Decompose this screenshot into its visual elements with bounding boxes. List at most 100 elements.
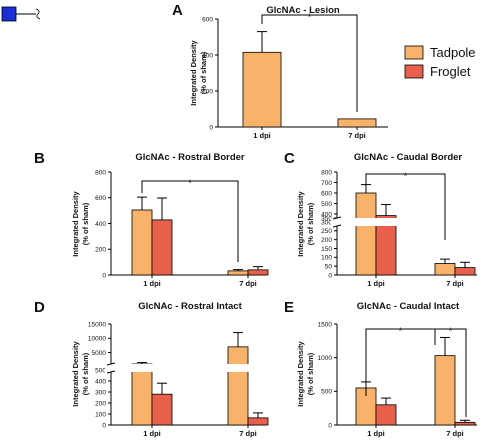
y-axis-label: Integrated Density(% of sham) (71, 190, 90, 256)
y-tick-label: 150 (321, 246, 332, 253)
y-tick-label: 500 (95, 367, 106, 374)
chart-title: GlcNAc - Rostral Border (135, 152, 245, 163)
bar-froglet (151, 219, 173, 276)
axis-break-mark (106, 370, 116, 374)
significance-star: * (404, 171, 408, 181)
bar-froglet (151, 393, 173, 426)
glycan-square-glcnac-icon (1, 6, 41, 22)
axis-break-gap (105, 364, 266, 372)
y-tick-label: 200 (202, 88, 213, 95)
y-tick-label: 400 (95, 378, 106, 385)
significance-bracket (141, 180, 239, 262)
significance-bracket (435, 328, 467, 417)
y-tick-label: 600 (202, 16, 213, 23)
chart-title: GlcNAc - Lesion (266, 5, 340, 16)
y-tick-label: 250 (321, 228, 332, 235)
y-tick-label: 600 (321, 190, 332, 197)
y-tick-label: 300 (321, 219, 332, 226)
legend-swatch-froglet (404, 64, 424, 79)
y-axis-label: Integrated Density(% of sham) (296, 340, 315, 406)
panel-letter: B (34, 150, 45, 167)
y-tick-label: 300 (95, 389, 106, 396)
bar-tadpole (434, 263, 456, 276)
x-tick-label: 7 dpi (446, 279, 464, 288)
bar-froglet (247, 417, 269, 426)
bar-tadpole (355, 192, 377, 276)
y-tick-label: 500 (321, 201, 332, 208)
panel-e: E GlcNAc - Caudal Intact Integrated Densit… (284, 299, 477, 438)
y-tick-label: 400 (202, 52, 213, 59)
legend: Tadpole Froglet (404, 45, 476, 79)
y-tick-label: 5000 (92, 350, 107, 357)
significance-bracket (365, 173, 446, 240)
y-tick-label: 0 (102, 422, 106, 429)
y-tick-label: 400 (95, 221, 106, 228)
chart-title: GlcNAc - Caudal Intact (357, 301, 460, 312)
y-tick-label: 200 (95, 247, 106, 254)
panel-letter: D (34, 299, 45, 316)
y-tick-label: 700 (321, 180, 332, 187)
x-tick-label: 7 dpi (446, 429, 464, 438)
axis-break-mark (332, 224, 342, 228)
legend-label-froglet: Froglet (430, 64, 471, 79)
legend-swatch-tadpole (404, 45, 424, 60)
x-tick-label: 7 dpi (239, 429, 257, 438)
panel-c: C GlcNAc - Caudal Border Integrated Densit… (284, 150, 477, 288)
x-tick-label: 7 dpi (348, 131, 366, 140)
y-tick-label: 10000 (88, 336, 106, 343)
bar-tadpole (434, 355, 456, 426)
bar-tadpole (242, 51, 282, 128)
axis-break-gap (331, 218, 477, 226)
bar-tadpole (131, 363, 153, 426)
bar-froglet (454, 267, 476, 276)
chart-title: GlcNAc - Caudal Border (354, 152, 463, 163)
y-tick-label: 15000 (88, 321, 106, 328)
legend-label-tadpole: Tadpole (430, 45, 476, 60)
y-tick-label: 800 (321, 169, 332, 176)
y-axis-label: Integrated Density(% of sham) (296, 190, 315, 256)
significance-star: * (308, 12, 312, 22)
y-tick-label: 1500 (318, 321, 333, 328)
y-tick-label: 350 (321, 215, 332, 222)
y-axis-label: Integrated Density(% of sham) (71, 340, 90, 406)
y-tick-label: 200 (321, 237, 332, 244)
y-tick-label: 1000 (318, 355, 333, 362)
x-tick-label: 1 dpi (143, 429, 161, 438)
bar-tadpole (227, 346, 249, 426)
bar-froglet (454, 421, 476, 426)
chart-title: GlcNAc - Rostral Intact (138, 301, 242, 312)
significance-star: * (449, 326, 453, 336)
panel-letter: A (172, 2, 183, 19)
bar-tadpole (227, 270, 249, 276)
y-tick-label: 0 (328, 272, 332, 279)
significance-bracket (261, 14, 358, 112)
panel-d: D GlcNAc - Rostral Intact Integrated Densi… (34, 299, 269, 438)
panel-b: B GlcNAc - Rostral Border Integrated Densi… (34, 150, 269, 288)
axis-break-mark (106, 362, 116, 366)
y-tick-label: 400 (321, 211, 332, 218)
bar-froglet (375, 404, 397, 426)
x-tick-label: 1 dpi (143, 279, 161, 288)
significance-star: * (399, 326, 403, 336)
y-tick-label: 200 (95, 400, 106, 407)
y-tick-label: 600 (95, 195, 106, 202)
x-tick-label: 1 dpi (367, 279, 385, 288)
y-tick-label: 100 (95, 411, 106, 418)
panel-letter: C (284, 150, 295, 167)
y-axis-label: Integrated Density(% of sham) (189, 39, 208, 105)
y-tick-label: 800 (95, 169, 106, 176)
y-tick-label: 100 (321, 255, 332, 262)
y-tick-label: 500 (321, 389, 332, 396)
y-tick-label: 0 (328, 422, 332, 429)
significance-star: * (188, 178, 192, 188)
x-tick-label: 1 dpi (367, 429, 385, 438)
panel-a: A GlcNAc - Lesion Integrated Density(% of … (172, 2, 388, 140)
y-tick-label: 0 (209, 124, 213, 131)
bar-tadpole (131, 209, 153, 276)
x-tick-label: 1 dpi (253, 131, 271, 140)
bar-froglet (247, 269, 269, 276)
y-tick-label: 50 (325, 263, 333, 270)
bar-tadpole (337, 118, 377, 128)
x-tick-label: 7 dpi (239, 279, 257, 288)
